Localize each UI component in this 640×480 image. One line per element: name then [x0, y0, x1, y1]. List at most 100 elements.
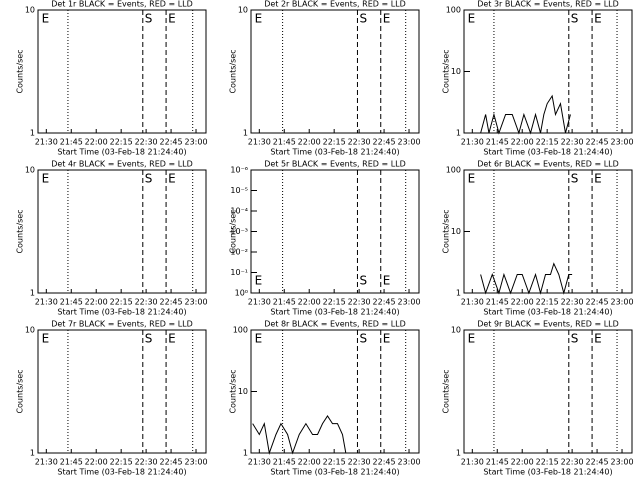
x-tick-label: 21:30	[35, 458, 58, 467]
x-tick-label: 22:15	[110, 458, 133, 467]
panel-title: Det 4r BLACK = Events, RED = LLD	[51, 160, 193, 169]
y-axis-label: Counts/sec	[442, 369, 451, 413]
x-tick-label: 22:30	[135, 138, 158, 147]
plot-frame	[250, 169, 420, 294]
y-tick-label: 100	[446, 6, 461, 15]
x-axis-label: Start Time (03-Feb-18 21:24:40)	[57, 308, 186, 317]
panel-title: Det 1r BLACK = Events, RED = LLD	[51, 0, 193, 9]
x-tick-label: 22:45	[586, 298, 609, 307]
event-label: S	[145, 172, 153, 186]
y-tick-label: 1	[30, 129, 35, 138]
panel-title: Det 2r BLACK = Events, RED = LLD	[264, 0, 406, 9]
y-tick-label: 100	[233, 326, 248, 335]
y-axis-label: Counts/sec	[229, 369, 238, 413]
x-axis-label: Start Time (03-Feb-18 21:24:40)	[483, 148, 612, 157]
plot-frame	[463, 329, 633, 454]
x-tick-label: 22:30	[135, 298, 158, 307]
x-tick-label: 23:00	[610, 458, 633, 467]
y-axis-label: Counts/sec	[16, 209, 25, 253]
y-axis-label: Counts/sec	[442, 209, 451, 253]
x-tick-label: 22:45	[373, 298, 396, 307]
x-tick-label: 21:45	[273, 298, 296, 307]
x-tick-label: 22:30	[348, 298, 371, 307]
event-label: E	[594, 332, 602, 346]
event-label: S	[359, 332, 367, 346]
panel: Det 8r BLACK = Events, RED = LLD Counts/s…	[229, 320, 421, 477]
panel-title: Det 6r BLACK = Events, RED = LLD	[477, 160, 619, 169]
x-tick-label: 21:45	[60, 298, 83, 307]
x-tick-label: 22:15	[323, 298, 346, 307]
y-tick-label: 1	[456, 449, 461, 458]
x-axis-label: Start Time (03-Feb-18 21:24:40)	[57, 468, 186, 477]
x-tick-label: 21:45	[486, 458, 509, 467]
x-tick-label: 23:00	[184, 298, 207, 307]
y-tick-label: 10	[451, 227, 461, 236]
x-tick-label: 21:30	[461, 458, 484, 467]
y-tick-label: 10⁻²	[230, 248, 248, 257]
x-tick-label: 22:00	[298, 138, 321, 147]
x-tick-label: 22:45	[160, 138, 183, 147]
data-line	[252, 415, 347, 455]
y-tick-label: 10⁻¹	[230, 268, 248, 277]
x-tick-label: 22:30	[135, 458, 158, 467]
x-tick-label: 21:30	[248, 138, 271, 147]
event-label: E	[255, 12, 263, 26]
y-tick-label: 1	[30, 449, 35, 458]
event-label: E	[468, 332, 476, 346]
x-tick-label: 22:30	[561, 298, 584, 307]
event-label: E	[383, 12, 391, 26]
panel: Det 6r BLACK = Events, RED = LLD Counts/s…	[442, 160, 634, 317]
event-label: S	[145, 12, 153, 26]
x-tick-label: 21:30	[461, 138, 484, 147]
x-tick-label: 23:00	[184, 138, 207, 147]
x-tick-label: 22:15	[323, 138, 346, 147]
x-tick-label: 22:45	[586, 138, 609, 147]
x-tick-label: 22:30	[348, 138, 371, 147]
event-label: E	[255, 332, 263, 346]
y-axis-label: Counts/sec	[229, 49, 238, 93]
x-tick-label: 22:00	[85, 298, 108, 307]
panel: Det 2r BLACK = Events, RED = LLD Counts/s…	[229, 0, 421, 157]
y-tick-label: 1	[243, 449, 248, 458]
y-tick-label: 100	[446, 166, 461, 175]
event-label: E	[42, 12, 50, 26]
y-tick-label: 10	[25, 6, 35, 15]
y-tick-label: 10⁻³	[230, 227, 248, 236]
x-tick-label: 21:45	[273, 458, 296, 467]
x-tick-label: 22:00	[85, 458, 108, 467]
event-label: S	[571, 12, 579, 26]
x-axis-label: Start Time (03-Feb-18 21:24:40)	[483, 468, 612, 477]
x-tick-label: 22:00	[511, 458, 534, 467]
event-label: E	[594, 12, 602, 26]
x-axis-label: Start Time (03-Feb-18 21:24:40)	[483, 308, 612, 317]
panel: Det 3r BLACK = Events, RED = LLD Counts/s…	[442, 0, 634, 157]
panel-title: Det 8r BLACK = Events, RED = LLD	[264, 320, 406, 329]
event-label: E	[168, 332, 176, 346]
panel: Det 4r BLACK = Events, RED = LLD Counts/s…	[16, 160, 208, 317]
x-axis-label: Start Time (03-Feb-18 21:24:40)	[270, 148, 399, 157]
panel-title: Det 7r BLACK = Events, RED = LLD	[51, 320, 193, 329]
x-axis-label: Start Time (03-Feb-18 21:24:40)	[270, 468, 399, 477]
x-tick-label: 22:45	[160, 298, 183, 307]
panel: Det 9r BLACK = Events, RED = LLD Counts/s…	[442, 320, 634, 477]
data-line	[480, 262, 573, 295]
x-tick-label: 22:15	[536, 458, 559, 467]
x-tick-label: 22:15	[536, 298, 559, 307]
x-tick-label: 21:45	[60, 458, 83, 467]
event-label: E	[468, 172, 476, 186]
y-tick-label: 1	[30, 289, 35, 298]
y-tick-label: 10⁻⁵	[230, 186, 248, 195]
panel-title: Det 9r BLACK = Events, RED = LLD	[477, 320, 619, 329]
x-tick-label: 23:00	[610, 298, 633, 307]
y-axis-label: Counts/sec	[229, 209, 238, 253]
x-tick-label: 22:45	[373, 458, 396, 467]
y-tick-label: 10	[451, 326, 461, 335]
y-tick-label: 10	[238, 387, 248, 396]
x-tick-label: 22:45	[160, 458, 183, 467]
x-tick-label: 23:00	[610, 138, 633, 147]
y-tick-label: 10	[25, 166, 35, 175]
x-tick-label: 22:45	[586, 458, 609, 467]
x-tick-label: 22:00	[298, 298, 321, 307]
x-axis-label: Start Time (03-Feb-18 21:24:40)	[270, 308, 399, 317]
event-label: E	[383, 332, 391, 346]
